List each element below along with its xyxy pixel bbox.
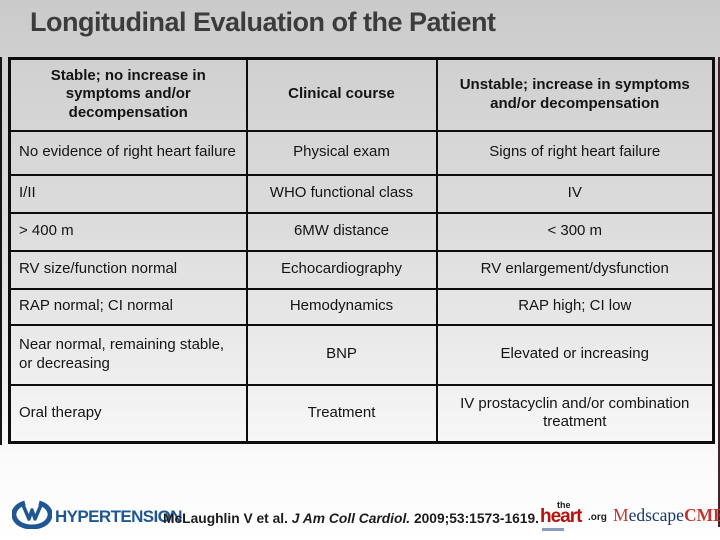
table-row: I/II WHO functional class IV <box>8 173 715 214</box>
theheart-logo-subtext <box>542 528 564 531</box>
medscape-cme-logo: MedscapeCME <box>613 505 720 526</box>
medscape-logo-m: M <box>613 505 629 525</box>
cell-stable-hemodynamics: RAP normal; CI normal <box>8 287 248 326</box>
citation-journal: J Am Coll Cardiol. <box>291 511 411 526</box>
cell-unstable-who-class: IV <box>435 173 715 214</box>
cell-stable-echo: RV size/function normal <box>8 249 248 290</box>
cell-stable-6mw: > 400 m <box>8 211 248 252</box>
cell-unstable-treatment: IV prostacyclin and/or combination treat… <box>435 383 715 444</box>
theheart-logo-heart: heart <box>540 506 582 527</box>
evaluation-table: Stable; no increase in symptoms and/or d… <box>8 57 715 444</box>
theheart-logo-the: the <box>557 500 571 510</box>
citation: McLaughlin V et al. J Am Coll Cardiol. 2… <box>163 511 539 526</box>
cell-unstable-bnp: Elevated or increasing <box>435 323 715 386</box>
cell-course-hemodynamics: Hemodynamics <box>245 287 438 326</box>
table-row: RV size/function normal Echocardiography… <box>8 249 715 290</box>
cell-stable-who-class: I/II <box>8 173 248 214</box>
citation-authors: McLaughlin V et al. <box>163 511 292 526</box>
cell-stable-physical-exam: No evidence of right heart failure <box>8 129 248 176</box>
hypertension-logo: HYPERTENSION <box>11 499 183 534</box>
cell-unstable-echo: RV enlargement/dysfunction <box>435 249 715 290</box>
theheart-org-logo: the heart .org <box>540 499 614 535</box>
cell-unstable-physical-exam: Signs of right heart failure <box>435 129 715 176</box>
cell-course-echo: Echocardiography <box>245 249 438 290</box>
hypertension-swoosh-icon <box>11 499 53 534</box>
table-row: No evidence of right heart failure Physi… <box>8 129 715 176</box>
cell-unstable-6mw: < 300 m <box>435 211 715 252</box>
left-edge-line <box>0 57 2 445</box>
citation-reference: 2009;53:1573-1619. <box>410 511 539 526</box>
table-row: Oral therapy Treatment IV prostacyclin a… <box>8 383 715 444</box>
page-title: Longitudinal Evaluation of the Patient <box>30 7 496 37</box>
medscape-logo-edscape: edscape <box>628 505 684 525</box>
table-row: > 400 m 6MW distance < 300 m <box>8 211 715 252</box>
hypertension-logo-label: HYPERTENSION <box>55 506 183 526</box>
cell-stable-bnp: Near normal, remaining stable, or decrea… <box>8 323 248 386</box>
cell-course-physical-exam: Physical exam <box>245 129 438 176</box>
header-stable: Stable; no increase in symptoms and/or d… <box>8 57 248 132</box>
table-header-row: Stable; no increase in symptoms and/or d… <box>8 57 715 132</box>
right-edge-line <box>718 57 720 527</box>
cell-unstable-hemodynamics: RAP high; CI low <box>435 287 715 326</box>
header-clinical-course: Clinical course <box>245 57 438 132</box>
table-row: Near normal, remaining stable, or decrea… <box>8 323 715 386</box>
table-row: RAP normal; CI normal Hemodynamics RAP h… <box>8 287 715 326</box>
cell-course-bnp: BNP <box>245 323 438 386</box>
header-unstable: Unstable; increase in symptoms and/or de… <box>435 57 715 132</box>
medscape-logo-cme: CME <box>683 505 720 525</box>
cell-stable-treatment: Oral therapy <box>8 383 248 444</box>
theheart-logo-org: .org <box>588 512 607 523</box>
cell-course-treatment: Treatment <box>245 383 438 444</box>
cell-course-6mw: 6MW distance <box>245 211 438 252</box>
cell-course-who-class: WHO functional class <box>245 173 438 214</box>
